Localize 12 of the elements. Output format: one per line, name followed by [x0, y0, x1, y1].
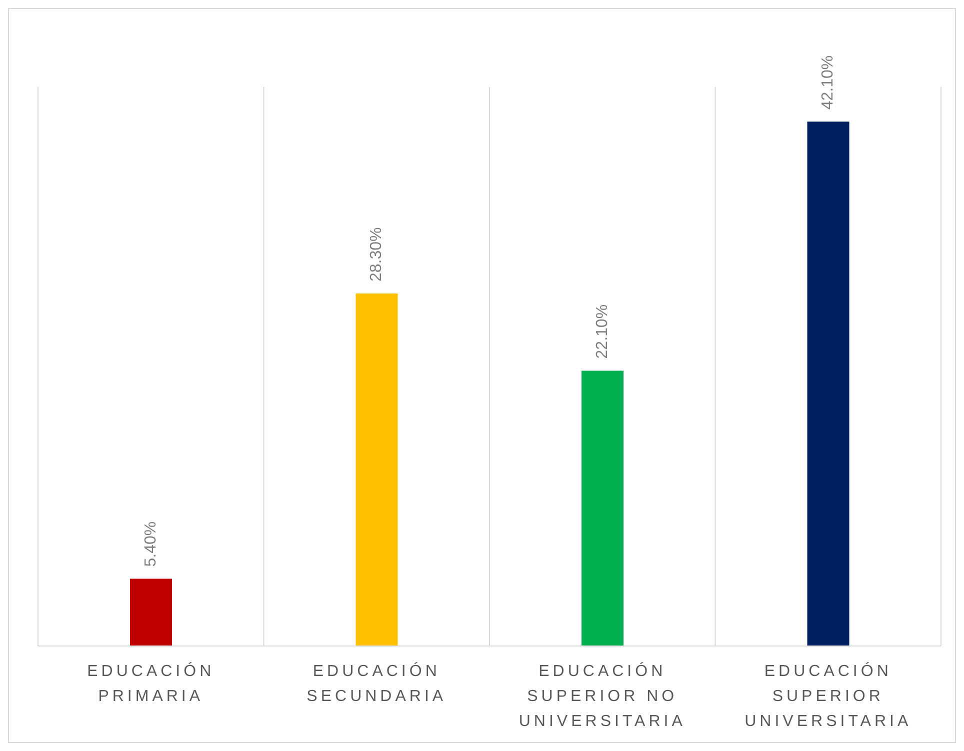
data-label: 22.10%: [594, 304, 611, 359]
data-label: 42.10%: [820, 55, 837, 110]
x-tick-label: EDUCACIÓN PRIMARIA: [87, 662, 215, 705]
x-tick-label: EDUCACIÓN SUPERIOR NO UNIVERSITARIA: [518, 662, 686, 730]
bar: [356, 294, 398, 646]
x-tick-label: EDUCACIÓN SUPERIOR UNIVERSITARIA: [744, 662, 912, 730]
x-tick-label: EDUCACIÓN SECUNDARIA: [306, 662, 447, 705]
data-label: 5.40%: [142, 521, 160, 567]
bar: [130, 578, 172, 646]
bar: [582, 370, 624, 646]
data-label: 28.30%: [368, 227, 386, 282]
bar: [807, 122, 850, 646]
